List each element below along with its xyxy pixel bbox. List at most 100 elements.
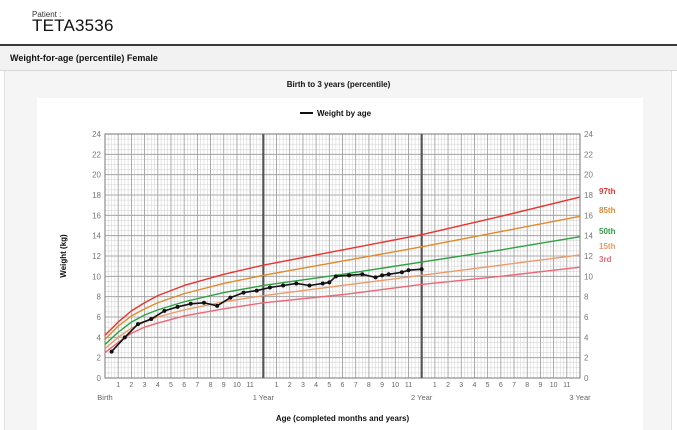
y-tick-label-left: 8	[97, 293, 102, 302]
x-tick-label: 3	[143, 382, 147, 389]
y-tick-label-right: 20	[584, 171, 593, 180]
percentile-label-15th: 15th	[599, 242, 616, 251]
x-tick-label: 10	[233, 382, 241, 389]
patient-weight-point	[228, 295, 233, 300]
x-tick-label: 8	[209, 382, 213, 389]
x-tick-label: 4	[472, 382, 476, 389]
patient-weight-point	[380, 273, 385, 278]
percentile-line-3rd	[104, 266, 581, 354]
y-tick-label-left: 18	[92, 191, 101, 200]
x-tick-label: 10	[391, 382, 399, 389]
x-tick-label: 1	[116, 382, 120, 389]
patient-weight-point	[109, 349, 114, 354]
y-tick-label-right: 6	[584, 313, 589, 322]
patient-label: Patient :	[32, 10, 62, 19]
x-tick-label: 11	[246, 382, 253, 389]
patient-weight-point	[201, 300, 206, 305]
x-tick-label: 6	[499, 382, 503, 389]
patient-weight-point	[294, 281, 299, 286]
y-tick-label-left: 6	[97, 313, 102, 322]
patient-weight-point	[175, 304, 180, 309]
x-tick-label: 5	[327, 382, 331, 389]
patient-id: TETA3536	[32, 16, 114, 35]
y-tick-label-left: 4	[97, 333, 102, 342]
patient-weight-point	[320, 281, 325, 286]
patient-weight-point	[333, 274, 338, 279]
x-tick-label: 9	[222, 382, 226, 389]
percentile-line-85th	[104, 215, 581, 340]
x-tick-label: 2	[288, 382, 292, 389]
x-tick-label: 1	[275, 382, 279, 389]
x-tick-label: 6	[182, 382, 186, 389]
y-tick-label-left: 12	[92, 252, 101, 261]
section-title: Weight-for-age (percentile) Female	[10, 53, 158, 63]
patient-weight-point	[241, 290, 246, 295]
patient-weight-point	[135, 322, 140, 327]
y-tick-label-right: 8	[584, 293, 589, 302]
x-tick-label: 3	[459, 382, 463, 389]
y-tick-label-right: 10	[584, 272, 593, 281]
x-tick-label: 10	[550, 382, 558, 389]
section-header: Weight-for-age (percentile) Female	[0, 46, 677, 71]
x-major-label: 2 Year	[411, 393, 433, 402]
patient-weight-point	[399, 270, 404, 275]
patient-weight-point	[149, 317, 154, 322]
percentile-line-97th	[104, 196, 581, 336]
patient-weight-point	[267, 285, 272, 290]
x-tick-label: 9	[538, 382, 542, 389]
y-tick-label-right: 14	[584, 232, 593, 241]
y-tick-label-left: 14	[92, 232, 101, 241]
x-tick-label: 9	[380, 382, 384, 389]
y-tick-label-left: 0	[97, 374, 102, 383]
y-tick-label-left: 16	[92, 211, 101, 220]
x-tick-label: 7	[512, 382, 516, 389]
y-tick-label-right: 4	[584, 333, 589, 342]
x-major-label: 1 Year	[253, 393, 275, 402]
y-tick-label-left: 2	[97, 354, 102, 363]
patient-weight-point	[254, 288, 259, 293]
y-axis-title: Weight (kg)	[59, 234, 68, 278]
y-tick-label-right: 24	[584, 130, 593, 139]
y-tick-label-left: 22	[92, 150, 101, 159]
x-tick-label: 8	[367, 382, 371, 389]
patient-weight-point	[373, 275, 378, 280]
x-tick-label: 7	[354, 382, 358, 389]
x-tick-label: 8	[525, 382, 529, 389]
y-tick-label-left: 10	[92, 272, 101, 281]
y-tick-label-left: 20	[92, 171, 101, 180]
y-tick-label-right: 22	[584, 150, 593, 159]
patient-weight-point	[215, 303, 220, 308]
x-tick-label: 4	[156, 382, 160, 389]
x-axis-title: Age (completed months and years)	[276, 414, 410, 423]
patient-weight-point	[360, 272, 365, 277]
y-tick-label-right: 2	[584, 354, 589, 363]
patient-weight-point	[327, 280, 332, 285]
header-divider	[0, 44, 677, 46]
x-tick-label: 4	[314, 382, 318, 389]
percentile-line-50th	[104, 235, 581, 345]
x-tick-label: 6	[341, 382, 345, 389]
y-tick-label-right: 0	[584, 374, 589, 383]
legend-label: Weight by age	[317, 109, 372, 118]
x-tick-label: 11	[563, 382, 570, 389]
patient-weight-point	[188, 301, 193, 306]
x-major-label: Birth	[97, 393, 112, 402]
x-tick-label: 2	[129, 382, 133, 389]
x-tick-label: 5	[169, 382, 173, 389]
patient-weight-point	[406, 268, 411, 273]
percentile-label-3rd: 3rd	[599, 255, 612, 264]
patient-weight-point	[347, 273, 352, 278]
x-tick-label: 5	[486, 382, 490, 389]
x-tick-label: 1	[433, 382, 437, 389]
patient-weight-point	[307, 283, 312, 288]
patient-weight-point	[122, 335, 127, 340]
percentile-label-85th: 85th	[599, 206, 616, 215]
chart-grid	[104, 133, 581, 379]
x-tick-label: 3	[301, 382, 305, 389]
x-tick-label: 2	[446, 382, 450, 389]
x-tick-label: 11	[405, 382, 412, 389]
chart-subtitle: Birth to 3 years (percentile)	[286, 80, 391, 89]
patient-weight-point	[419, 267, 424, 272]
patient-weight-point	[281, 283, 286, 288]
